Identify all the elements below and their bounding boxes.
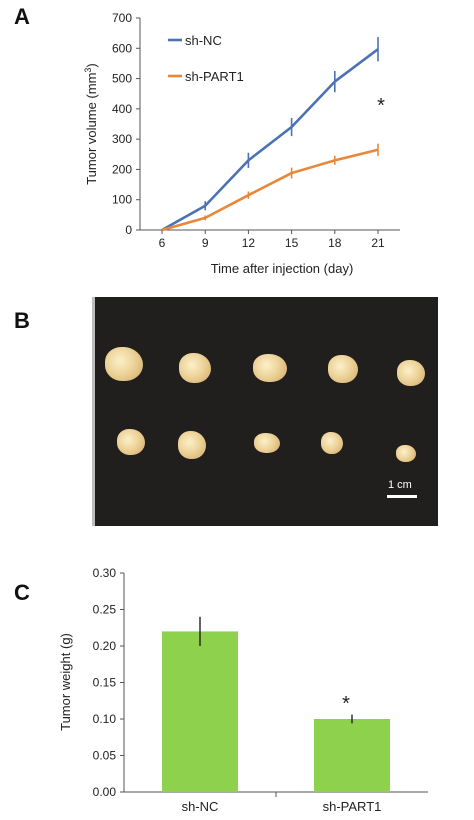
tumor-bottom-5: [396, 445, 416, 462]
panel-label-b: B: [14, 308, 30, 333]
line-chart-x-tick-label: 9: [202, 236, 209, 250]
legend-label: sh-PART1: [185, 69, 244, 84]
bar-sh-NC: [162, 631, 238, 792]
tumor-bottom-4: [321, 432, 343, 454]
line-chart-y-tick-label: 0: [125, 223, 132, 237]
bar-chart-y-tick-label: 0.20: [93, 639, 117, 653]
bar-sh-PART1: [314, 719, 390, 792]
tumor-volume-line-chart: 0 100 200 300 400 500 600 700 6 9 12 15 18 21 sh-NC sh…: [83, 11, 400, 276]
line-chart-ylabel: Tumor volume (mm3): [83, 63, 99, 185]
scale-bar-label: 1 cm: [388, 479, 412, 491]
tumor-top-1: [105, 347, 143, 381]
line-chart-x-tick-label: 15: [285, 236, 299, 250]
line-chart-y-tick-label: 100: [112, 193, 132, 207]
line-significance-star: *: [377, 95, 385, 117]
line-series-sh-PART1: [161, 148, 379, 232]
panel-label-a: A: [14, 4, 30, 29]
line-chart-x-tick-label: 12: [242, 236, 256, 250]
tumor-bottom-3: [254, 433, 280, 453]
bar-category-label: sh-PART1: [323, 799, 382, 814]
panel-label-c: C: [14, 580, 30, 605]
line-chart-y-tick-label: 400: [112, 102, 132, 116]
tumor-photo: 1 cm: [92, 297, 438, 526]
bar-chart-y-tick-label: 0.25: [93, 603, 117, 617]
bar-chart-y-tick-label: 0.00: [93, 785, 117, 799]
tumor-bottom-1: [117, 429, 145, 455]
bar-chart-y-tick-label: 0.30: [93, 566, 117, 580]
tumor-top-3: [253, 354, 287, 382]
bar-chart-y-tick-label: 0.05: [93, 749, 117, 763]
line-chart-x-tick-label: 21: [371, 236, 385, 250]
bar-chart-ylabel: Tumor weight (g): [58, 633, 73, 731]
scale-bar: [387, 495, 417, 498]
bar-chart-y-tick-label: 0.15: [93, 676, 117, 690]
bar-category-label: sh-NC: [182, 799, 219, 814]
tumor-bottom-2: [178, 431, 206, 459]
bar-chart-y-tick-label: 0.10: [93, 712, 117, 726]
tumor-top-5: [397, 360, 425, 386]
line-chart-x-tick-label: 6: [159, 236, 166, 250]
line-chart-y-tick-label: 300: [112, 132, 132, 146]
tumor-top-2: [179, 353, 211, 383]
tumor-weight-bar-chart: 0.00 0.05 0.10 0.15 0.20 0.25 0.30 sh-NC sh-PART…: [58, 566, 428, 814]
line-chart-y-tick-label: 500: [112, 72, 132, 86]
line-chart-y-tick-label: 200: [112, 162, 132, 176]
bar-significance-star: *: [342, 693, 350, 715]
line-chart-y-tick-label: 700: [112, 11, 132, 25]
legend-label: sh-NC: [185, 33, 222, 48]
line-chart-y-tick-label: 600: [112, 41, 132, 55]
tumor-top-4: [328, 355, 358, 383]
line-chart-xlabel: Time after injection (day): [211, 261, 354, 276]
line-chart-x-tick-label: 18: [328, 236, 342, 250]
line-series-sh-NC: [161, 48, 379, 232]
